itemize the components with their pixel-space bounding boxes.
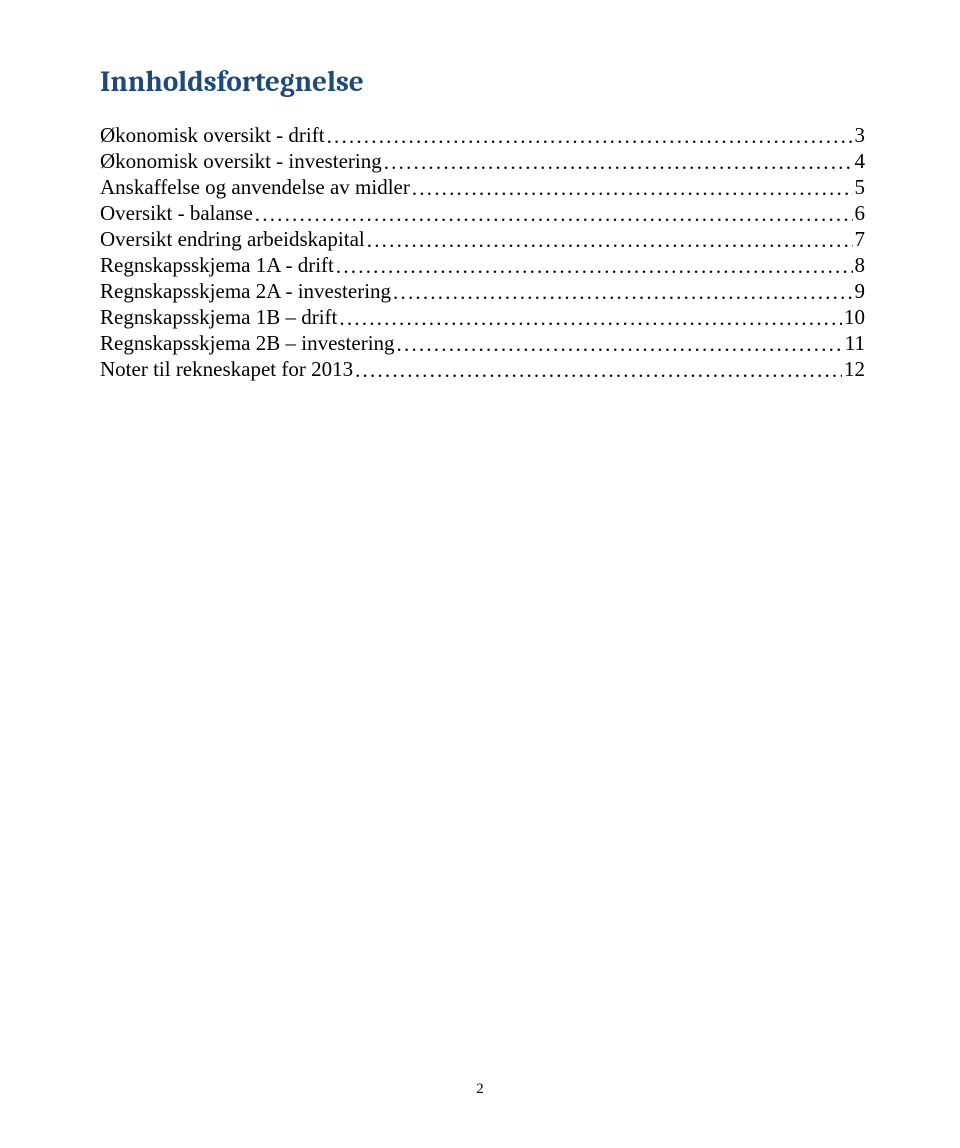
toc-leader-dots: ........................................… [384, 150, 853, 174]
toc-entry-page: 7 [855, 227, 866, 251]
toc-entry-page: 10 [844, 305, 865, 329]
toc-heading: Innholdsfortegnelse [100, 66, 865, 99]
table-of-contents: Økonomisk oversikt - drift..............… [100, 123, 865, 381]
toc-leader-dots: ........................................… [355, 358, 842, 382]
toc-entry-page: 11 [845, 331, 865, 355]
toc-leader-dots: ........................................… [367, 228, 853, 252]
toc-entry: Regnskapsskjema 2A - investering........… [100, 279, 865, 303]
toc-entry: Regnskapsskjema 2B – investering........… [100, 331, 865, 355]
toc-entry-page: 5 [855, 175, 866, 199]
toc-entry-label: Regnskapsskjema 1B – drift [100, 305, 337, 329]
toc-entry-label: Oversikt - balanse [100, 201, 253, 225]
toc-entry-label: Regnskapsskjema 2B – investering [100, 331, 395, 355]
toc-entry-label: Anskaffelse og anvendelse av midler [100, 175, 410, 199]
toc-leader-dots: ........................................… [393, 280, 852, 304]
toc-entry-label: Oversikt endring arbeidskapital [100, 227, 365, 251]
toc-entry-label: Økonomisk oversikt - investering [100, 149, 382, 173]
toc-entry-label: Regnskapsskjema 1A - drift [100, 253, 334, 277]
toc-leader-dots: ........................................… [412, 176, 853, 200]
toc-entry: Økonomisk oversikt - investering........… [100, 149, 865, 173]
toc-entry: Regnskapsskjema 1B – drift..............… [100, 305, 865, 329]
toc-entry-page: 9 [855, 279, 866, 303]
page-content: Innholdsfortegnelse Økonomisk oversikt -… [100, 66, 865, 383]
toc-entry-page: 6 [855, 201, 866, 225]
toc-entry: Økonomisk oversikt - drift..............… [100, 123, 865, 147]
toc-leader-dots: ........................................… [255, 202, 853, 226]
toc-leader-dots: ........................................… [327, 124, 853, 148]
toc-entry-page: 12 [844, 357, 865, 381]
toc-entry-label: Økonomisk oversikt - drift [100, 123, 325, 147]
toc-entry-page: 4 [855, 149, 866, 173]
toc-entry: Oversikt endring arbeidskapital.........… [100, 227, 865, 251]
toc-leader-dots: ........................................… [336, 254, 853, 278]
toc-entry: Noter til rekneskapet for 2013..........… [100, 357, 865, 381]
toc-entry: Oversikt - balanse......................… [100, 201, 865, 225]
toc-entry-label: Noter til rekneskapet for 2013 [100, 357, 353, 381]
toc-leader-dots: ........................................… [397, 332, 843, 356]
toc-entry-page: 8 [855, 253, 866, 277]
toc-entry: Regnskapsskjema 1A - drift..............… [100, 253, 865, 277]
toc-entry-page: 3 [855, 123, 866, 147]
page-number: 2 [0, 1081, 960, 1098]
toc-entry-label: Regnskapsskjema 2A - investering [100, 279, 391, 303]
toc-entry: Anskaffelse og anvendelse av midler.....… [100, 175, 865, 199]
toc-leader-dots: ........................................… [339, 306, 842, 330]
